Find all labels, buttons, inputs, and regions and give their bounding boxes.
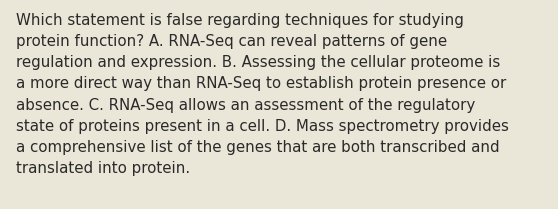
Text: Which statement is false regarding techniques for studying
protein function? A. : Which statement is false regarding techn… [16, 13, 508, 176]
